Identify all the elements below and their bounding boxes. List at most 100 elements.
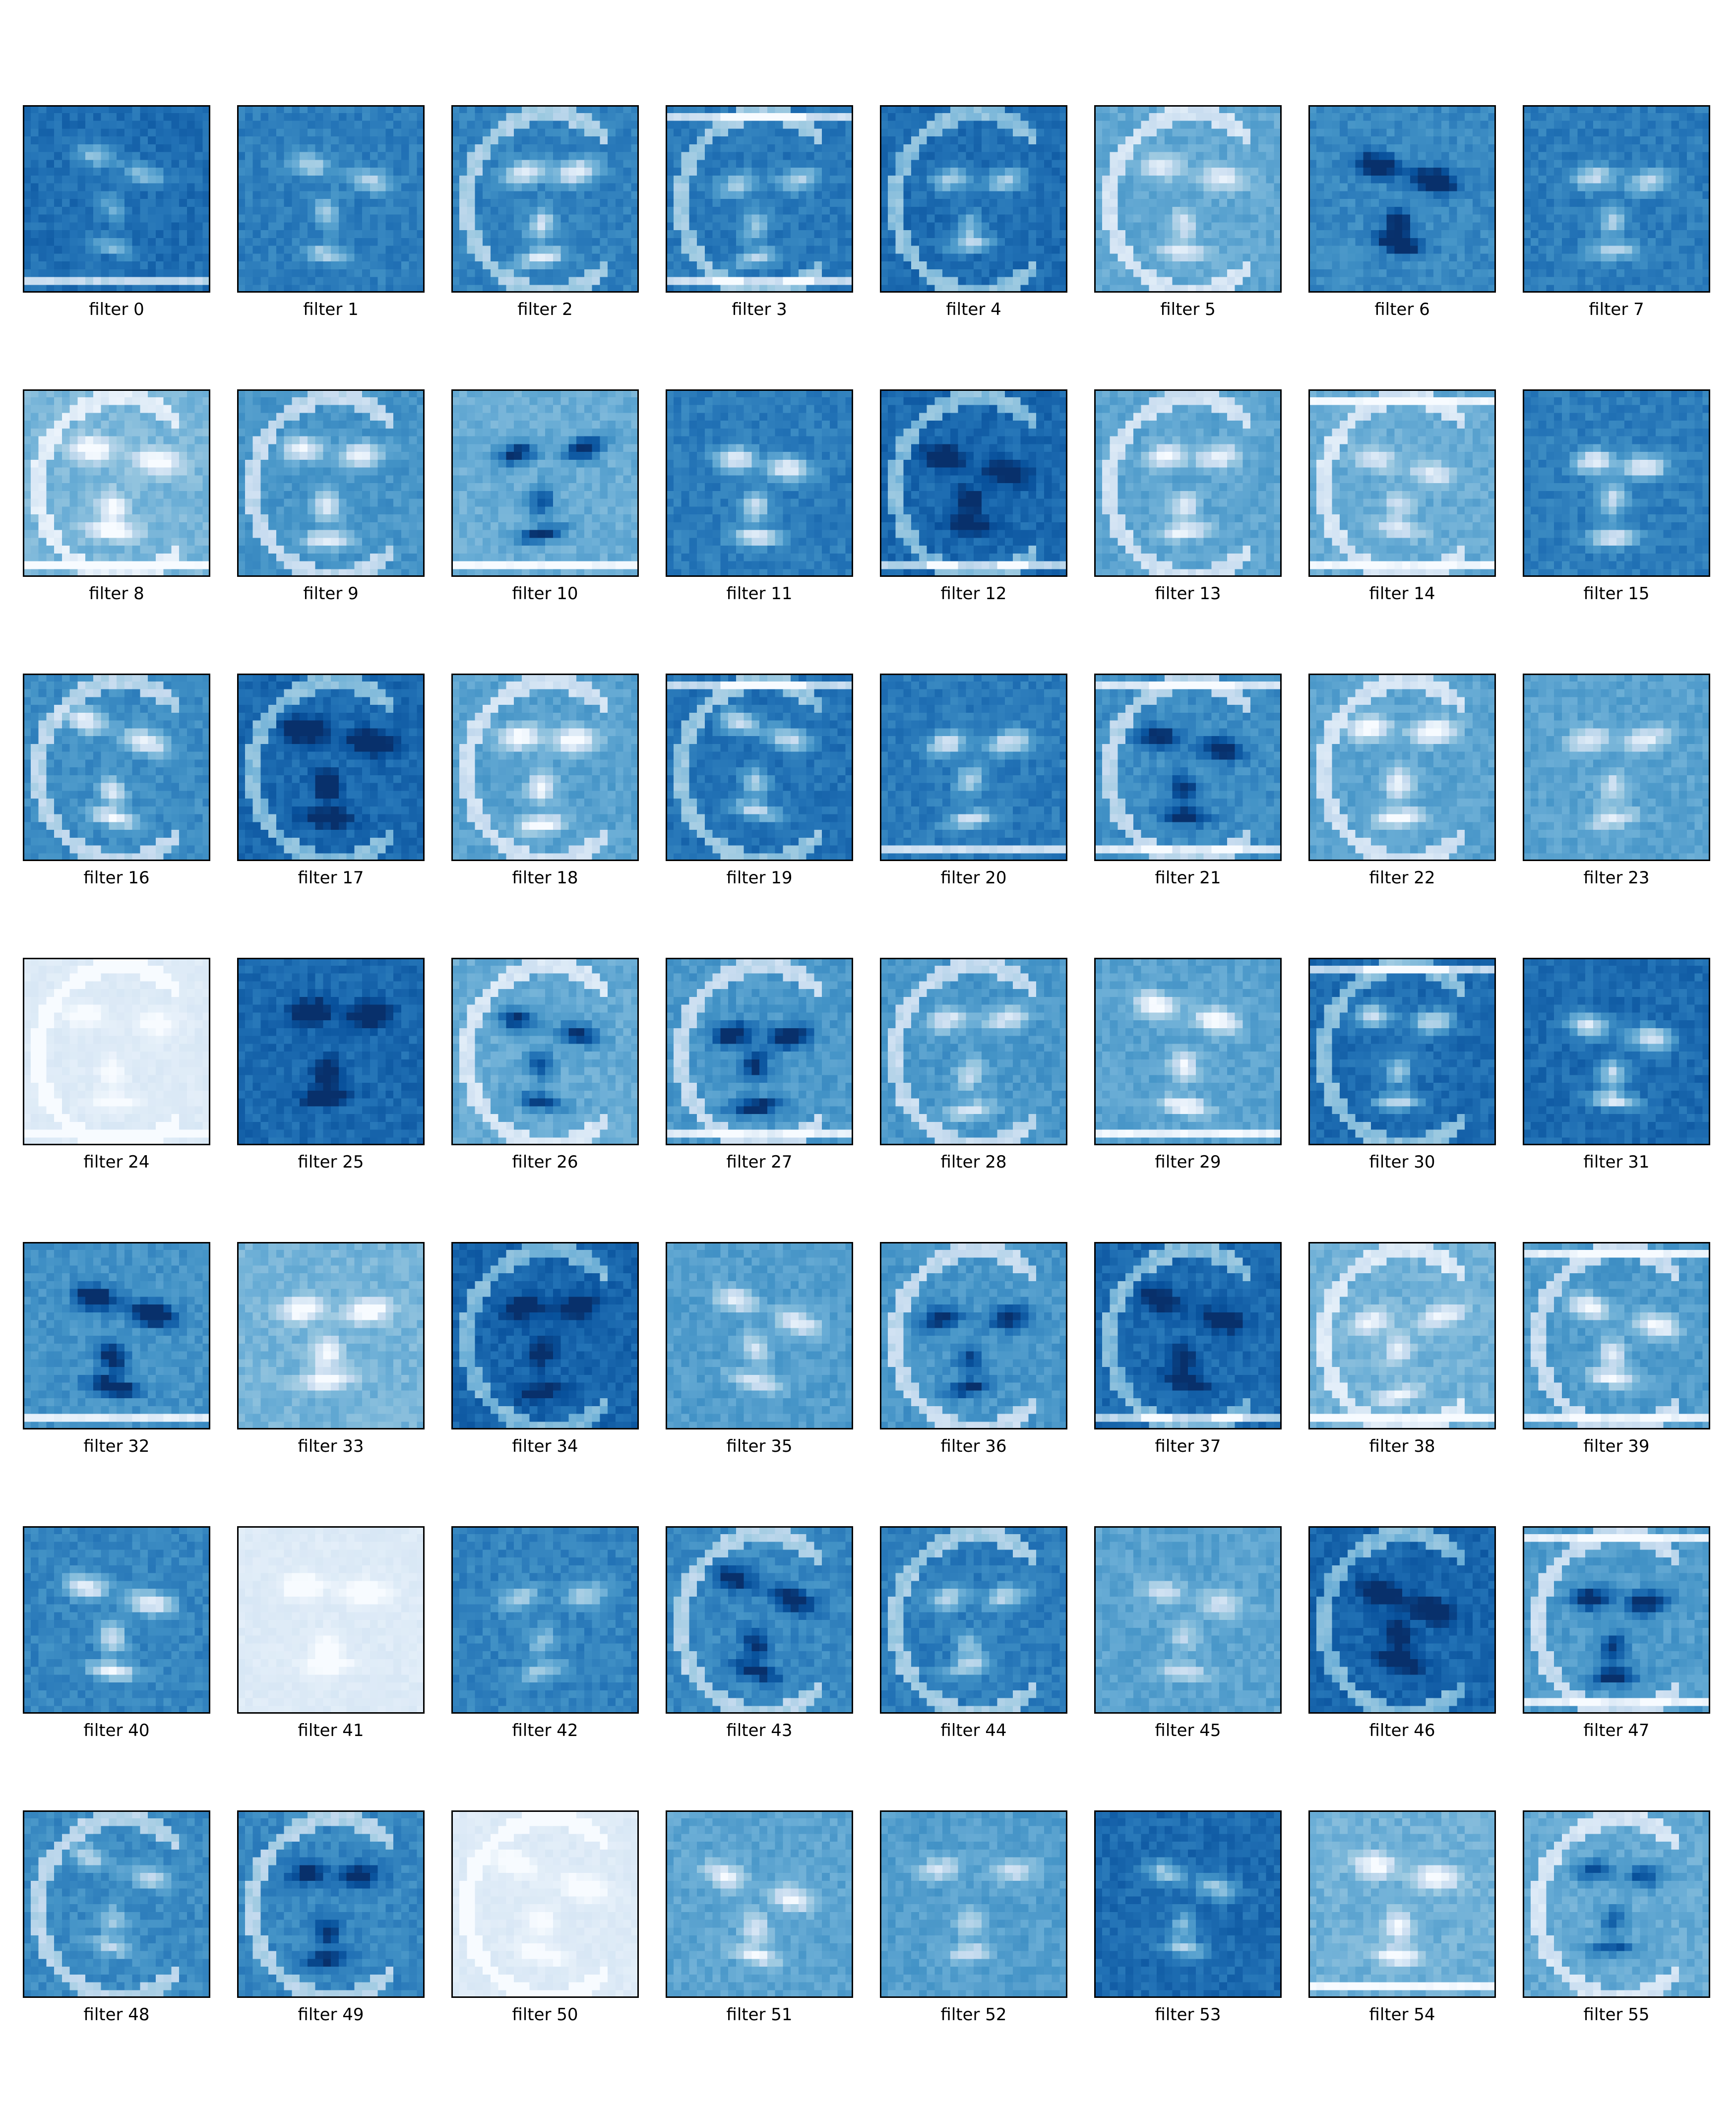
heatmap-cell — [362, 269, 371, 278]
heatmap-cell — [1593, 105, 1602, 114]
heatmap-cell — [966, 128, 974, 137]
heatmap-cell — [202, 168, 210, 176]
heatmap-cell — [1679, 136, 1687, 145]
heatmap-cell — [85, 214, 94, 223]
heatmap-cell — [385, 168, 394, 176]
heatmap-cell — [370, 160, 378, 168]
heatmap-cell — [981, 128, 990, 137]
heatmap-cell — [1569, 269, 1578, 278]
heatmap-cell — [1117, 152, 1126, 160]
heatmap-cell — [545, 105, 554, 114]
heatmap-cell — [1523, 277, 1531, 285]
heatmap-cell — [1211, 160, 1220, 168]
heatmap-cell — [989, 121, 997, 129]
heatmap-cell — [1671, 128, 1679, 137]
heatmap-cell — [1036, 113, 1045, 122]
heatmap-cell — [1702, 253, 1710, 262]
heatmap-cell — [1332, 253, 1340, 262]
heatmap-cell — [1164, 191, 1173, 199]
heatmap-cell — [77, 191, 86, 199]
heatmap-cell — [237, 152, 246, 160]
heatmap-cell — [186, 428, 195, 437]
heatmap-cell — [759, 128, 768, 137]
heatmap-cell — [179, 459, 187, 468]
heatmap-cell — [537, 222, 546, 231]
heatmap-cell — [1258, 238, 1267, 247]
heatmap-cell — [1274, 246, 1282, 254]
heatmap-cell — [315, 121, 323, 129]
heatmap-cell — [1266, 168, 1274, 176]
heatmap-cell — [1632, 253, 1640, 262]
heatmap-cell — [1449, 277, 1457, 285]
heatmap-cell — [1465, 152, 1473, 160]
heatmap-cell — [1686, 206, 1695, 215]
heatmap-cell — [1355, 199, 1364, 207]
heatmap-cell — [292, 214, 300, 223]
heatmap-cell — [837, 253, 846, 262]
heatmap-cell — [1227, 261, 1236, 270]
heatmap-cell — [1363, 113, 1371, 122]
heatmap-cell — [1472, 168, 1481, 176]
heatmap-cell — [1441, 214, 1450, 223]
heatmap-cell — [1149, 230, 1157, 239]
heatmap-cell — [85, 222, 94, 231]
heatmap-cell — [163, 152, 172, 160]
heatmap-cell — [1441, 277, 1450, 285]
heatmap-cell — [553, 144, 561, 153]
heatmap-cell — [798, 191, 807, 199]
heatmap-cell — [1347, 128, 1356, 137]
heatmap-cell — [171, 144, 180, 153]
heatmap-cell — [163, 105, 172, 114]
heatmap-cell — [30, 238, 39, 247]
heatmap-cell — [475, 160, 483, 168]
heatmap-cell — [155, 168, 164, 176]
heatmap-cell — [927, 230, 935, 239]
filter-panel: filter 4 — [880, 105, 1067, 319]
heatmap-cell — [631, 144, 639, 153]
heatmap-cell — [1561, 214, 1570, 223]
heatmap-cell — [837, 144, 846, 153]
heatmap-cell — [315, 269, 323, 278]
heatmap-cell — [814, 191, 822, 199]
heatmap-cell — [77, 199, 86, 207]
heatmap-cell — [451, 191, 460, 199]
heatmap-cell — [958, 253, 966, 262]
heatmap-cell — [728, 152, 737, 160]
heatmap-cell — [506, 199, 514, 207]
heatmap-cell — [483, 230, 491, 239]
heatmap-cell — [23, 491, 31, 499]
heatmap-cell — [1258, 136, 1267, 145]
heatmap-cell — [1044, 269, 1053, 278]
heatmap-cell — [1585, 121, 1594, 129]
heatmap-cell — [276, 253, 285, 262]
heatmap-cell — [346, 175, 355, 184]
heatmap-cell — [77, 152, 86, 160]
heatmap-cell — [101, 261, 109, 270]
heatmap-cell — [38, 428, 47, 437]
heatmap-cell — [1371, 222, 1379, 231]
heatmap-cell — [331, 238, 339, 247]
heatmap-cell — [981, 191, 990, 199]
heatmap-cell — [483, 105, 491, 114]
heatmap-cell — [1480, 144, 1488, 153]
heatmap-cell — [490, 253, 499, 262]
heatmap-cell — [1094, 277, 1103, 285]
heatmap-cell — [1180, 105, 1188, 114]
heatmap-cell — [401, 214, 410, 223]
heatmap-cell — [300, 206, 308, 215]
heatmap-cell — [62, 413, 70, 421]
heatmap-cell — [806, 230, 814, 239]
heatmap-cell — [1219, 160, 1228, 168]
heatmap-cell — [194, 491, 203, 499]
heatmap-cell — [1538, 175, 1547, 184]
heatmap-cell — [1686, 168, 1695, 176]
heatmap-cell — [1569, 168, 1578, 176]
heatmap-cell — [1530, 246, 1539, 254]
heatmap-cell — [155, 152, 164, 160]
heatmap-cell — [1164, 214, 1173, 223]
heatmap-cell — [46, 168, 55, 176]
heatmap-cell — [1426, 128, 1434, 137]
heatmap-cell — [132, 436, 140, 444]
heatmap-cell — [300, 285, 308, 293]
heatmap-cell — [393, 253, 402, 262]
